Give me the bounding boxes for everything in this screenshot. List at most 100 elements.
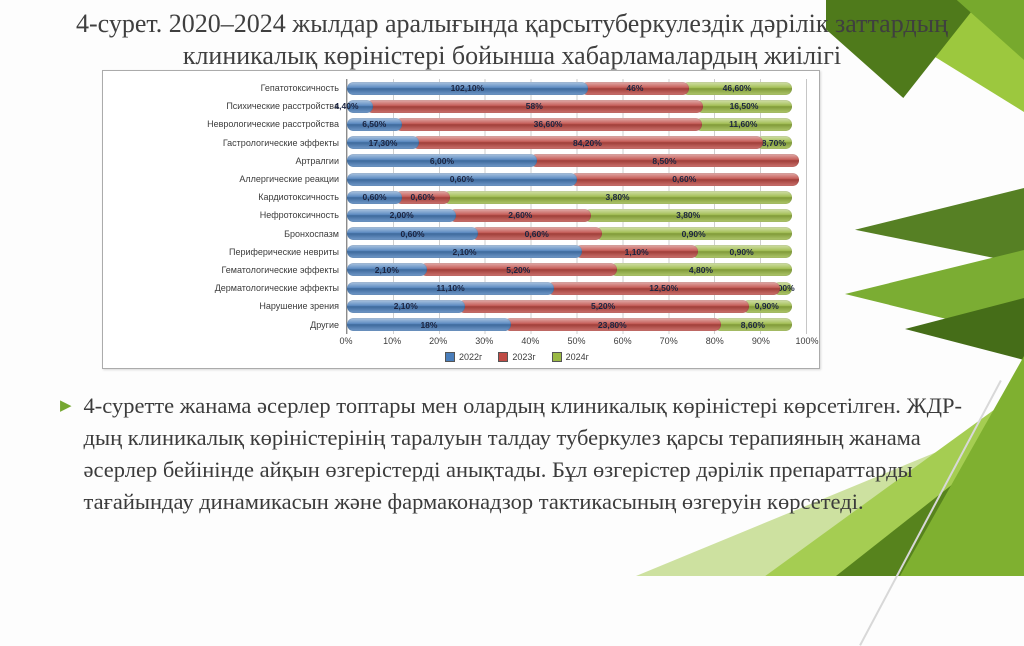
legend-item: 2022г: [445, 351, 482, 362]
bar-segment-2024г: 11,60%: [694, 117, 792, 131]
x-axis-tick-label: 10%: [383, 335, 402, 346]
x-axis-tick-label: 90%: [751, 335, 770, 346]
segment-data-label: 0,90%: [754, 301, 779, 312]
category-label: Гастрологические эффекты: [222, 137, 339, 148]
segment-data-label: 4,80%: [688, 264, 713, 275]
plot-cell: 11,10% 12,50% 1,00%: [346, 279, 807, 298]
bar-segment-2023г: 5,20%: [457, 299, 749, 313]
legend-item: 2024г: [551, 351, 589, 362]
x-axis-tick-label: 70%: [659, 335, 678, 346]
segment-data-label: 5,20%: [591, 301, 616, 312]
segment-data-label: 0,60%: [524, 228, 549, 239]
category-label: Кардиотоксичность: [258, 192, 339, 203]
x-axis-tick-label: 50%: [567, 335, 586, 346]
segment-data-label: 58%: [525, 101, 543, 112]
segment-data-label: 46%: [626, 83, 644, 94]
legend-swatch-icon: [498, 351, 509, 362]
body-paragraph: ▶ 4-суретте жанама әсерлер топтары мен о…: [60, 390, 975, 518]
segment-data-label: 23,80%: [597, 319, 627, 330]
legend-item: 2023г: [498, 351, 536, 362]
segment-data-label: 0,60%: [672, 174, 697, 185]
segment-data-label: 1,10%: [624, 246, 649, 257]
stacked-bar: 11,10% 12,50% 1,00%: [347, 281, 806, 295]
segment-data-label: 11,60%: [729, 119, 758, 130]
category-label: Периферические невриты: [229, 246, 339, 257]
chart-plot-area: Гепатотоксичность 102,10% 46% 46,60% Психиче…: [107, 79, 807, 334]
bar-segment-2023г: 46%: [580, 81, 690, 95]
chart-row: Периферические невриты 2,10% 1,10% 0,90%: [107, 242, 807, 261]
segment-data-label: 0,60%: [449, 174, 474, 185]
x-axis-tick-label: 60%: [613, 335, 632, 346]
plot-cell: 2,10% 5,20% 4,80%: [346, 260, 807, 280]
stacked-bar: 17,30% 84,20% 8,70%: [347, 136, 806, 150]
stacked-bar: 0,60% 0,60%: [347, 172, 806, 186]
segment-data-label: 46,60%: [722, 83, 752, 94]
chart-row: Кардиотоксичность 0,60% 0,60% 3,80%: [107, 188, 807, 207]
chart-row: Гематологические эффекты 2,10% 5,20% 4,80%: [107, 260, 807, 280]
stacked-bar-chart: Гепатотоксичность 102,10% 46% 46,60% Психиче…: [102, 70, 820, 369]
x-axis-tick-label: 20%: [429, 335, 448, 346]
segment-data-label: 11,10%: [436, 283, 465, 294]
segment-data-label: 16,50%: [729, 101, 759, 112]
segment-data-label: 8,60%: [740, 319, 765, 330]
segment-data-label: 4,40%: [334, 101, 359, 112]
segment-data-label: 12,50%: [649, 283, 679, 294]
stacked-bar: 6,50% 36,60% 11,60%: [347, 117, 806, 131]
bar-segment-2023г: 84,20%: [412, 136, 763, 150]
bar-segment-2023г: 12,50%: [547, 281, 781, 295]
bar-segment-2022г: 102,10%: [347, 81, 588, 95]
category-label: Гематологические эффекты: [221, 264, 339, 275]
bar-segment-2024г: 16,50%: [696, 99, 792, 113]
segment-data-label: 1,00%: [770, 283, 795, 294]
segment-data-label: 2,10%: [452, 246, 477, 257]
plot-cell: 6,50% 36,60% 11,60%: [346, 115, 807, 134]
plot-cell: 6,00% 8,50%: [346, 151, 807, 170]
segment-data-label: 0,90%: [729, 246, 754, 257]
body-text: 4-суретте жанама әсерлер топтары мен ола…: [83, 393, 963, 514]
legend-label: 2023г: [512, 351, 536, 362]
x-axis-ticks: 0% 10% 20% 30% 40% 50% 60% 70% 80% 90% 100%: [339, 334, 818, 349]
bar-segment-2024г: 0,90%: [691, 245, 792, 259]
segment-data-label: 6,00%: [429, 155, 455, 166]
slide-title: 4-сурет. 2020–2024 жылдар аралығында қар…: [76, 9, 948, 70]
chart-row: Нарушение зрения 2,10% 5,20% 0,90%: [107, 297, 807, 316]
stacked-bar: 102,10% 46% 46,60%: [347, 81, 806, 95]
chart-row: Нефротоксичность 2,00% 2,60% 3,80%: [107, 206, 807, 225]
stacked-bar: 0,60% 0,60% 0,90%: [347, 227, 806, 241]
plot-cell: 0,60% 0,60%: [346, 169, 807, 189]
segment-data-label: 2,10%: [374, 264, 399, 275]
bar-segment-2023г: 23,80%: [503, 318, 721, 332]
bar-segment-2022г: 2,10%: [347, 245, 583, 259]
bullet-triangle-icon: ▶: [60, 396, 72, 414]
segment-data-label: 18%: [420, 319, 438, 330]
x-axis-tick-label: 0%: [339, 335, 353, 346]
chart-row: Гастрологические эффекты 17,30% 84,20% 8,70…: [107, 133, 807, 152]
bar-segment-2022г: 0,60%: [347, 227, 479, 241]
segment-data-label: 2,10%: [393, 301, 418, 312]
category-label: Артралгии: [295, 155, 339, 166]
bar-segment-2023г: 8,50%: [529, 154, 799, 168]
stacked-bar: 4,40% 58% 16,50%: [334, 99, 806, 113]
category-label: Нефротоксичность: [259, 210, 339, 221]
plot-cell: 0,60% 0,60% 0,90%: [346, 224, 807, 243]
x-axis-tick-label: 80%: [705, 335, 724, 346]
bar-segment-2024г: 0,90%: [741, 299, 792, 313]
stacked-bar: 0,60% 0,60% 3,80%: [347, 190, 806, 204]
segment-data-label: 0,90%: [681, 228, 706, 239]
x-axis-tick-label: 30%: [475, 335, 494, 346]
chart-row: Психические расстройства 4,40% 58% 16,50%: [107, 97, 807, 116]
segment-data-label: 0,60%: [410, 192, 435, 203]
segment-data-label: 5,20%: [506, 264, 531, 275]
bar-segment-2023г: 0,60%: [471, 227, 603, 241]
plot-cell: 0,60% 0,60% 3,80%: [346, 188, 807, 207]
chart-row: Артралгии 6,00% 8,50%: [107, 151, 807, 170]
right-edge-triangle-decoration-1: [855, 188, 1024, 264]
legend-swatch-icon: [551, 351, 562, 362]
category-label: Психические расстройства: [226, 101, 339, 112]
category-label: Гепатотоксичность: [260, 83, 339, 94]
chart-row: Аллергические реакции 0,60% 0,60%: [107, 169, 807, 189]
segment-data-label: 8,50%: [652, 155, 677, 166]
bar-segment-2024г: 3,80%: [584, 208, 792, 222]
x-axis-tick-label: 100%: [795, 335, 819, 346]
stacked-bar: 2,10% 5,20% 4,80%: [347, 263, 806, 277]
